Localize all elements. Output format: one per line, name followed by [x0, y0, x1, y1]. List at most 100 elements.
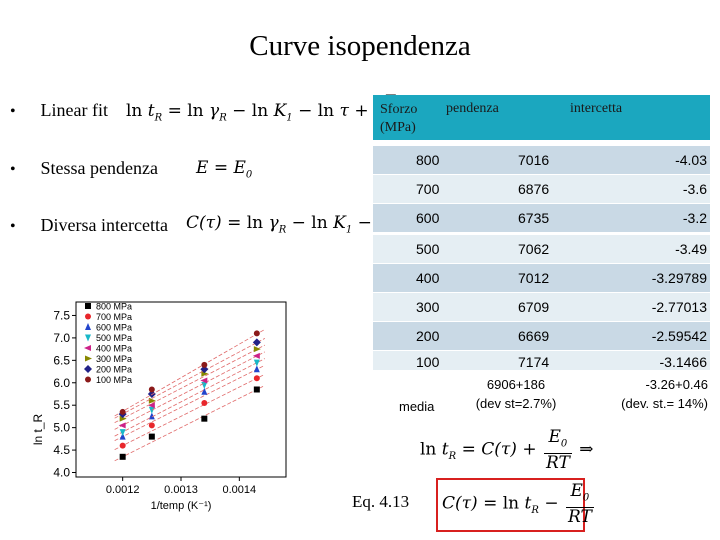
- bullet-linear-fit: • Linear fit: [10, 100, 108, 121]
- fit-line: [114, 373, 266, 450]
- data-point: [252, 338, 261, 347]
- cell-intercetta: -3.1466: [659, 354, 707, 370]
- header-pendenza: pendenza: [446, 101, 499, 116]
- x-tick-label: 0.0014: [223, 484, 257, 496]
- legend-label: 600 MPa: [96, 323, 132, 333]
- data-point: [85, 323, 91, 330]
- data-point: [85, 355, 92, 362]
- fit-line: [114, 344, 266, 424]
- table-row-media: -3.1466 media 6906+186 (dev st=2.7%) -3.…: [373, 370, 710, 416]
- data-point: [147, 389, 156, 398]
- cell-sforzo: 400: [416, 270, 440, 286]
- legend-label: 100 MPa: [96, 375, 132, 385]
- table-row: 100 7174 -3.1466: [373, 351, 710, 371]
- data-point: [201, 399, 208, 406]
- table-row: 300 6709 -2.77013: [373, 293, 710, 321]
- bullet-label: Stessa pendenza: [40, 158, 158, 178]
- bullet-stessa-pendenza: • Stessa pendenza: [10, 158, 158, 179]
- media-pendenza-value: 6906+186: [486, 377, 546, 392]
- cell-pendenza: 7174: [518, 354, 550, 370]
- legend-label: 500 MPa: [96, 333, 132, 343]
- cell-pendenza: 7062: [518, 241, 550, 257]
- eq-label: Eq. 4.13: [352, 492, 410, 511]
- x-tick-label: 0.0013: [164, 484, 198, 496]
- data-point: [85, 313, 91, 320]
- table-row: 600 6735 -3.2: [373, 204, 710, 232]
- data-point: [118, 422, 126, 429]
- cell-intercetta: -4.03: [675, 152, 707, 168]
- cell-sforzo: 500: [416, 241, 440, 257]
- fit-line: [114, 385, 266, 462]
- data-point: [84, 365, 92, 373]
- legend-label: 700 MPa: [96, 312, 132, 322]
- cell-sforzo: 700: [416, 181, 440, 197]
- data-point: [200, 365, 209, 374]
- legend-label: 800 MPa: [96, 302, 132, 312]
- data-point: [201, 415, 208, 422]
- table-header: Sforzo (MPa) pendenza intercetta: [373, 95, 710, 140]
- media-label: media: [399, 399, 435, 414]
- cell-pendenza: 6876: [518, 181, 550, 197]
- data-point: [119, 442, 126, 449]
- cell-pendenza: 7012: [518, 270, 550, 286]
- cell-sforzo: 300: [416, 299, 440, 315]
- cell-intercetta: -3.6: [682, 181, 707, 197]
- bullet-marker: •: [10, 161, 16, 178]
- data-point: [253, 359, 260, 367]
- table-row: 800 7016 -4.03: [373, 146, 710, 174]
- eq-4-13-formula: C(τ) = ln tR − E0 RT: [442, 481, 594, 528]
- data-point: [148, 422, 155, 429]
- fit-line: [114, 358, 266, 437]
- data-point: [85, 376, 91, 383]
- data-point: [148, 412, 155, 420]
- data-point: [148, 397, 156, 404]
- bullet-label: Linear fit: [40, 100, 108, 120]
- slide-title: Curve isopendenza: [249, 30, 471, 62]
- combined-equation: ln tR = C(τ) + E0 RT ⇒: [420, 427, 594, 474]
- data-point: [253, 386, 260, 393]
- x-axis-label: 1/temp (K⁻¹): [151, 500, 212, 512]
- fit-line: [114, 351, 266, 430]
- data-point: [201, 370, 209, 377]
- fit-line: [114, 338, 266, 419]
- cell-intercetta: -2.59542: [651, 328, 707, 344]
- cell-pendenza: 7016: [518, 152, 550, 168]
- data-point: [253, 375, 260, 382]
- data-point: [200, 377, 208, 384]
- bullet-diversa-intercetta: • Diversa intercetta: [10, 215, 168, 236]
- eq-4-13-box: [436, 478, 585, 532]
- data-point: [253, 330, 260, 337]
- x-tick-label: 0.0012: [106, 484, 140, 496]
- cell-sforzo: 800: [416, 152, 440, 168]
- data-point: [148, 406, 155, 414]
- data-point: [119, 429, 126, 437]
- y-tick-label: 5.5: [53, 398, 70, 412]
- y-tick-label: 4.5: [53, 443, 70, 457]
- table-row: 700 6876 -3.6: [373, 175, 710, 203]
- data-point: [119, 415, 127, 422]
- data-point: [119, 453, 126, 460]
- table-row: 200 6669 -2.59542: [373, 322, 710, 350]
- cell-intercetta: -3.49: [675, 241, 707, 257]
- data-point: [148, 386, 155, 393]
- data-point: [84, 345, 91, 351]
- data-point: [253, 365, 260, 373]
- bullet-label: Diversa intercetta: [40, 215, 168, 235]
- data-point: [85, 303, 91, 309]
- header-intercetta: intercetta: [570, 101, 623, 116]
- y-tick-label: 7.5: [53, 308, 70, 322]
- y-axis-label: ln t_R: [31, 413, 45, 445]
- data-point: [119, 408, 126, 415]
- cell-sforzo: 100: [416, 354, 440, 370]
- bullet-marker: •: [10, 103, 16, 120]
- data-point: [201, 361, 208, 368]
- y-tick-label: 7.0: [53, 331, 70, 345]
- fit-line: [114, 329, 266, 417]
- y-tick-label: 6.5: [53, 353, 70, 367]
- data-point: [253, 346, 261, 353]
- cell-intercetta: -2.77013: [651, 299, 707, 315]
- data-point: [252, 352, 260, 359]
- bullet-marker: •: [10, 218, 16, 235]
- media-intercetta-value: -3.26+0.46: [645, 377, 708, 392]
- legend-label: 400 MPa: [96, 344, 132, 354]
